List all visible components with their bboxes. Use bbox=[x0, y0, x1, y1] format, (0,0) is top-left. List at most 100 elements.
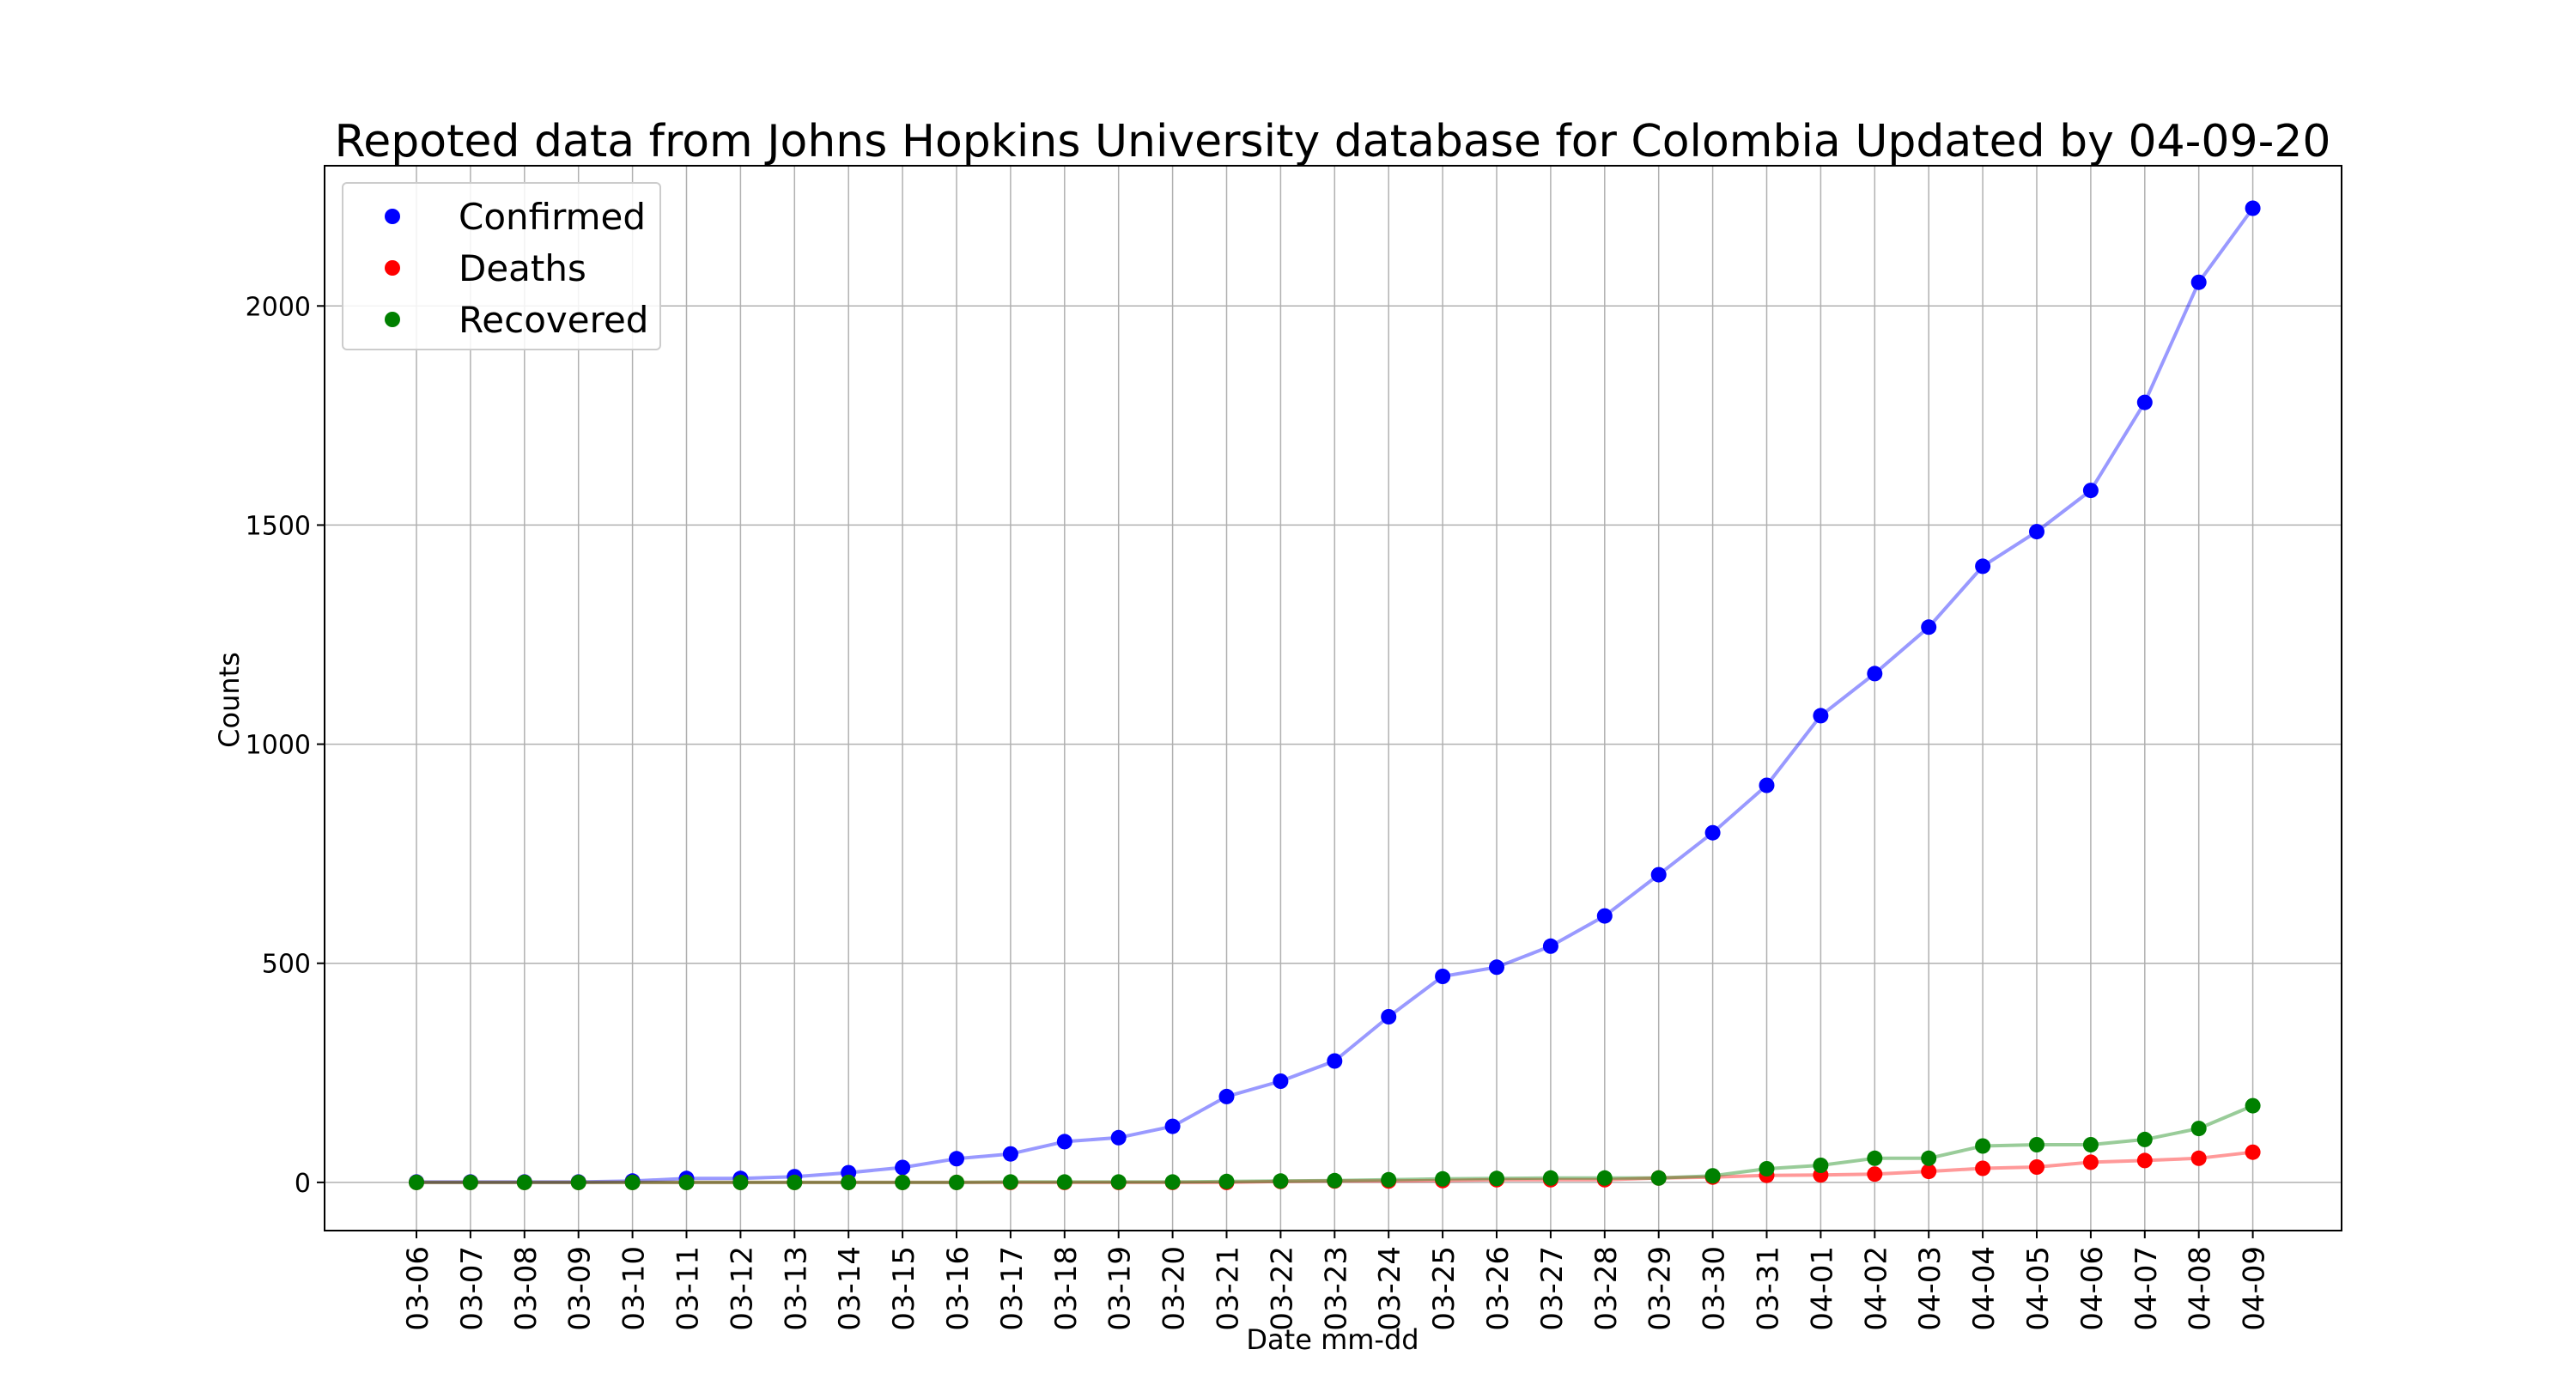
y-ticks: 0 500 1000 1500 2000 bbox=[246, 292, 325, 1199]
data-point-deaths bbox=[1867, 1166, 1883, 1182]
x-tick-label: 03-17 bbox=[995, 1246, 1030, 1331]
x-tick-label: 04-04 bbox=[1967, 1246, 2002, 1331]
x-axis-label: Date mm-dd bbox=[1246, 1323, 1419, 1356]
data-point-recovered bbox=[1327, 1172, 1343, 1189]
data-point-confirmed bbox=[1273, 1073, 1289, 1089]
data-point-recovered bbox=[1164, 1174, 1181, 1190]
legend-item-recovered: Recovered bbox=[385, 294, 648, 345]
data-point-confirmed bbox=[1867, 666, 1883, 682]
x-tick-label: 03-13 bbox=[779, 1246, 813, 1331]
data-point-confirmed bbox=[1813, 708, 1829, 724]
x-tick-label: 03-06 bbox=[401, 1246, 435, 1331]
data-point-confirmed bbox=[895, 1159, 911, 1176]
legend: Confirmed Deaths Recovered bbox=[342, 182, 661, 350]
data-point-recovered bbox=[1813, 1158, 1829, 1173]
data-point-recovered bbox=[1867, 1150, 1883, 1166]
x-tick-label: 04-02 bbox=[1859, 1246, 1893, 1331]
data-point-confirmed bbox=[1921, 619, 1937, 635]
data-point-recovered bbox=[462, 1174, 478, 1190]
data-point-confirmed bbox=[1110, 1129, 1127, 1146]
data-point-confirmed bbox=[1975, 558, 1991, 575]
x-tick-label: 03-14 bbox=[833, 1246, 867, 1331]
data-point-recovered bbox=[1110, 1174, 1127, 1190]
data-point-deaths bbox=[2245, 1144, 2261, 1160]
x-tick-label: 03-27 bbox=[1535, 1246, 1570, 1331]
x-tick-label: 04-07 bbox=[2129, 1246, 2164, 1331]
x-tick-label: 04-09 bbox=[2238, 1246, 2272, 1331]
legend-marker-deaths bbox=[385, 260, 400, 276]
data-point-confirmed bbox=[1002, 1146, 1018, 1162]
data-point-confirmed bbox=[1381, 1009, 1397, 1024]
legend-item-confirmed: Confirmed bbox=[385, 191, 646, 242]
x-tick-label: 03-07 bbox=[455, 1246, 489, 1331]
x-tick-label: 03-20 bbox=[1157, 1246, 1192, 1331]
data-point-recovered bbox=[732, 1174, 749, 1190]
x-tick-label: 03-12 bbox=[725, 1246, 759, 1331]
data-point-recovered bbox=[895, 1174, 911, 1190]
legend-marker-recovered bbox=[385, 312, 400, 327]
x-tick-label: 03-31 bbox=[1752, 1246, 1786, 1331]
data-point-confirmed bbox=[1218, 1088, 1235, 1104]
data-point-confirmed bbox=[1327, 1053, 1343, 1069]
data-point-confirmed bbox=[1542, 938, 1558, 954]
data-point-confirmed bbox=[1164, 1118, 1181, 1134]
x-tick-label: 03-29 bbox=[1643, 1246, 1678, 1331]
x-tick-label: 04-06 bbox=[2075, 1246, 2110, 1331]
y-tick-label: 0 bbox=[295, 1169, 311, 1199]
data-point-recovered bbox=[2136, 1131, 2153, 1147]
x-tick-label: 03-19 bbox=[1103, 1246, 1138, 1331]
x-tick-label: 03-30 bbox=[1698, 1246, 1732, 1331]
data-point-deaths bbox=[1975, 1160, 1991, 1176]
grid bbox=[325, 166, 2342, 1231]
data-point-recovered bbox=[1056, 1174, 1072, 1190]
chart-title: Repoted data from Johns Hopkins Universi… bbox=[334, 116, 2330, 167]
data-point-recovered bbox=[2082, 1137, 2099, 1152]
data-point-recovered bbox=[1650, 1170, 1667, 1186]
data-point-confirmed bbox=[1056, 1134, 1072, 1150]
series-layer bbox=[409, 200, 2261, 1190]
legend-label-confirmed: Confirmed bbox=[459, 195, 647, 238]
data-point-recovered bbox=[624, 1174, 641, 1190]
data-point-recovered bbox=[409, 1174, 424, 1190]
y-tick-label: 1500 bbox=[246, 511, 311, 541]
x-tick-label: 03-26 bbox=[1481, 1246, 1516, 1331]
x-tick-label: 03-11 bbox=[671, 1246, 706, 1331]
x-tick-label: 03-21 bbox=[1212, 1246, 1246, 1331]
data-point-recovered bbox=[2029, 1137, 2044, 1152]
x-tick-label: 03-18 bbox=[1049, 1246, 1084, 1331]
data-point-deaths bbox=[2082, 1154, 2099, 1170]
data-point-recovered bbox=[1002, 1174, 1018, 1190]
data-point-confirmed bbox=[1704, 824, 1721, 841]
data-point-deaths bbox=[2190, 1150, 2207, 1166]
x-tick-label: 03-22 bbox=[1265, 1246, 1299, 1331]
data-point-recovered bbox=[1704, 1168, 1721, 1184]
data-point-deaths bbox=[2029, 1159, 2044, 1175]
data-point-confirmed bbox=[1596, 908, 1613, 924]
plot-area-frame bbox=[324, 165, 2342, 1231]
x-tick-label: 03-24 bbox=[1373, 1246, 1407, 1331]
data-point-confirmed bbox=[1489, 959, 1504, 976]
data-point-recovered bbox=[516, 1174, 532, 1190]
y-tick-label: 2000 bbox=[246, 292, 311, 322]
data-point-recovered bbox=[1975, 1138, 1991, 1154]
data-point-recovered bbox=[841, 1174, 857, 1190]
x-tick-label: 04-01 bbox=[1805, 1246, 1839, 1331]
x-tick-label: 03-15 bbox=[887, 1246, 921, 1331]
data-point-confirmed bbox=[2190, 274, 2207, 290]
x-tick-label: 03-28 bbox=[1589, 1246, 1624, 1331]
data-point-deaths bbox=[1921, 1164, 1937, 1180]
x-ticks: 03-06 03-07 03-08 03-09 03-10 03-11 03-12 03-13… bbox=[401, 1231, 2272, 1331]
legend-label-recovered: Recovered bbox=[459, 298, 649, 341]
y-tick-label: 500 bbox=[262, 950, 311, 980]
data-point-recovered bbox=[1596, 1170, 1613, 1186]
data-point-confirmed bbox=[1650, 866, 1667, 883]
data-point-recovered bbox=[1273, 1173, 1289, 1189]
data-point-confirmed bbox=[2082, 483, 2099, 499]
data-point-confirmed bbox=[1435, 969, 1451, 984]
data-point-confirmed bbox=[949, 1151, 964, 1167]
data-point-recovered bbox=[678, 1174, 695, 1190]
data-point-confirmed bbox=[1759, 777, 1775, 793]
data-point-confirmed bbox=[2245, 200, 2261, 216]
data-point-recovered bbox=[2190, 1121, 2207, 1137]
